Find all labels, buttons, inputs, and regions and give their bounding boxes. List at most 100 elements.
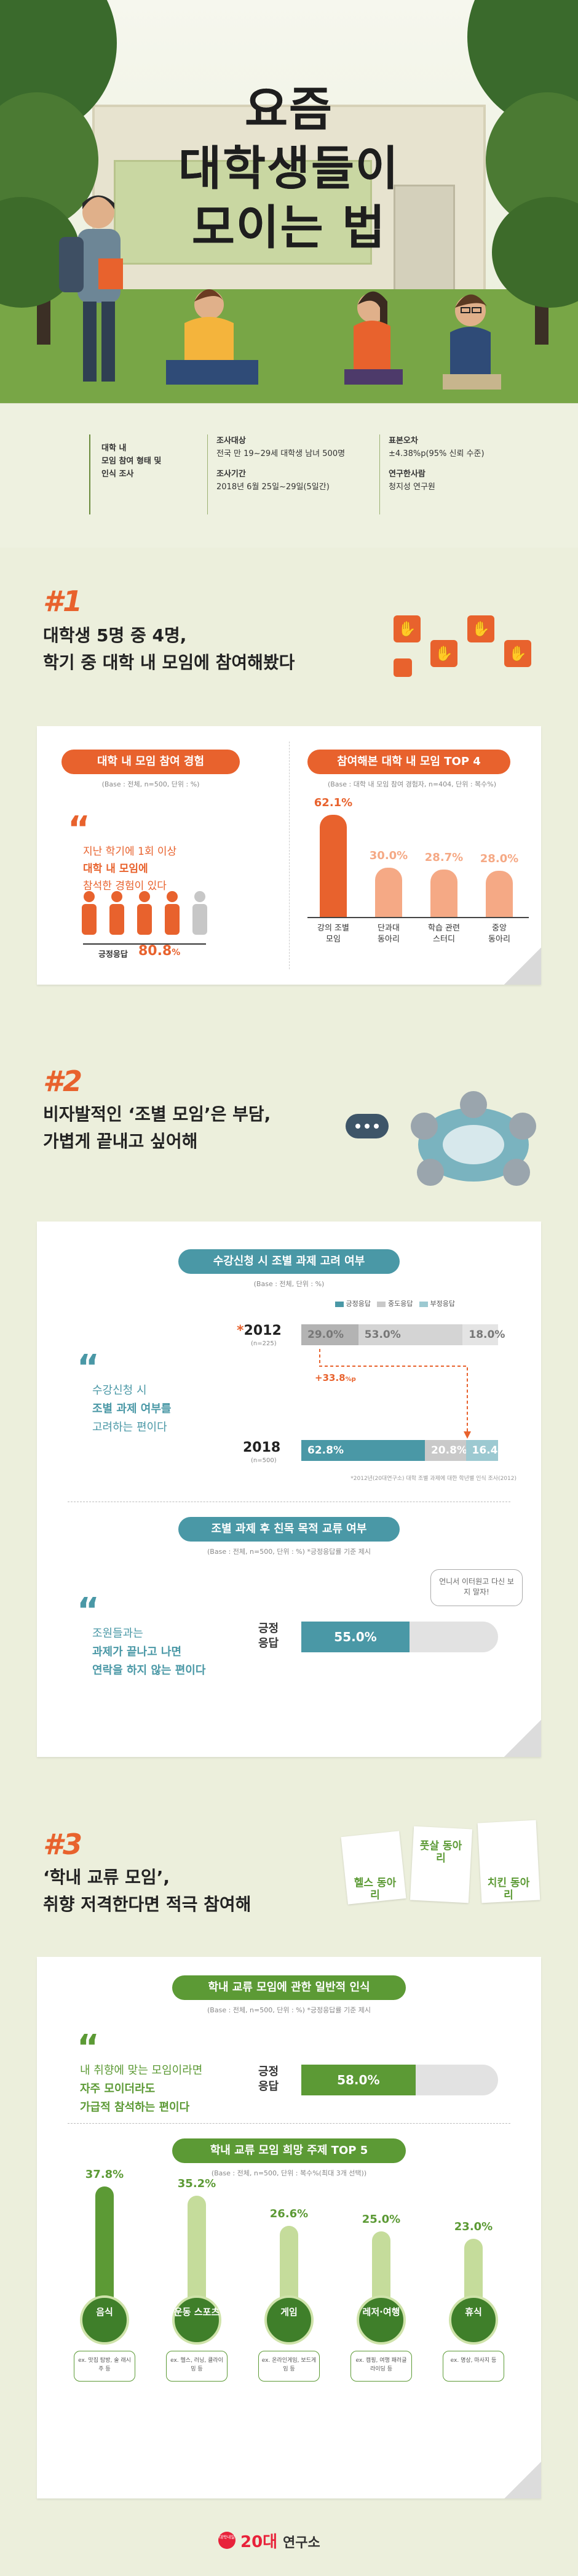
change-value: +33.8%p <box>315 1372 356 1383</box>
logo-text: 연구소 <box>283 2535 320 2551</box>
top5-category: 게임 <box>280 2306 298 2318</box>
top5-icon <box>264 2295 314 2345</box>
period-label: 조사기간 <box>216 470 246 479</box>
raised-hands-icon: ✋ ✋ ✋ ✋ <box>394 615 531 677</box>
section-2-heading-line-2: 가볍게 끝내고 싶어해 <box>43 1131 198 1151</box>
top4-category: 강의 조별 모임 <box>317 924 349 944</box>
top4-value: 28.0% <box>480 852 519 866</box>
page-title: 요즘 대학생들이 모이는 법 <box>0 80 578 257</box>
footer-logo: 대학내일 20대 연구소 <box>218 2529 366 2554</box>
s2-quote-2: 조원들과는 과제가 끝나고 나면 연락을 하지 않는 편이다 <box>92 1625 205 1680</box>
top4-category: 학습 관련 스터디 <box>428 924 460 944</box>
s2-quote-line: 조별 과제 여부를 <box>92 1402 172 1415</box>
top5-example: ex. 명상, 마사지 등 <box>443 2351 504 2382</box>
s1-right-pill: 참여해본 대학 내 모임 TOP 4 <box>307 750 510 774</box>
svg-text:✋: ✋ <box>398 620 416 638</box>
top5-category: 음식 <box>96 2306 113 2318</box>
section-3-heading-line-1: ‘학내 교류 모임’, <box>43 1867 170 1887</box>
target-value: 전국 만 19~29세 대학생 남녀 500명 <box>216 449 346 458</box>
title-line-2: 대학생들이 <box>178 141 400 196</box>
s2-quote-1: 수강신청 시 조별 과제 여부를 고려하는 편이다 <box>92 1382 171 1437</box>
top5-value: 23.0% <box>454 2220 493 2233</box>
top4-category: 중앙 동아리 <box>488 924 510 944</box>
s2-quote-line: 고려하는 편이다 <box>92 1421 167 1434</box>
researcher-label: 연구한사람 <box>389 470 426 479</box>
section-number-2: #2 <box>43 1065 83 1098</box>
error-value: ±4.38%p(95% 신뢰 수준) <box>389 449 485 458</box>
s2-footnote: *2012년(20대연구소) 대학 조별 과제에 대한 학년별 인식 조사(20… <box>350 1476 517 1482</box>
legend-positive: 긍정응답 <box>346 1300 371 1308</box>
survey-info: 대학 내 모임 참여 형태 및 인식 조사 조사대상 전국 만 19~29세 대… <box>0 403 578 548</box>
top5-icon <box>449 2295 498 2345</box>
error-label: 표본오차 <box>389 436 418 446</box>
top5-example: ex. 맛집 탐방, 술 래시주 등 <box>74 2351 135 2382</box>
club-signs: 헬스 동아리 풋살 동아리 치킨 동아리 <box>341 1820 547 1926</box>
s3-bar-value: 58.0% <box>337 2073 380 2087</box>
quote-mark-icon: “ <box>77 1591 100 1631</box>
logo-20s: 20대 <box>240 2533 278 2551</box>
sign-futsal: 풋살 동아리 <box>419 1840 462 1865</box>
s3-quote: 내 취향에 맞는 모임이라면 자주 모이더라도 가급적 참석하는 편이다 <box>80 2062 202 2117</box>
top5-example: ex. 온라인게임, 보드게임 등 <box>258 2351 320 2382</box>
s3-note-1: (Base : 전체, n=500, 단위 : %) *긍정응답률 기준 제시 <box>207 2006 371 2014</box>
sign-gym: 헬스 동아리 <box>354 1877 397 1902</box>
students-illustration <box>59 195 501 390</box>
top5-value: 25.0% <box>362 2213 401 2226</box>
top4-value: 28.7% <box>424 851 464 865</box>
legend-neutral: 중도응답 <box>387 1300 413 1308</box>
svg-text:✋: ✋ <box>509 645 527 662</box>
bar-2012: 29.0% 53.0% 18.0% <box>301 1324 505 1345</box>
s3-bar-label: 긍정 응답 <box>258 2065 279 2094</box>
s2-legend: 긍정응답 중도응답 부정응답 <box>335 1298 501 1311</box>
logo-small: 대학내일 <box>219 2535 235 2540</box>
title-line-3: 모이는 법 <box>191 200 387 255</box>
year-2012-label: *2012 <box>237 1323 282 1338</box>
s2-bar-fill: 55.0% <box>301 1622 410 1652</box>
s1-stat-unit: % <box>172 948 181 958</box>
title-line-1: 요즘 <box>245 82 333 137</box>
section-1-heading-line-2: 학기 중 대학 내 모임에 참여해봤다 <box>43 652 295 673</box>
legend-negative: 부정응답 <box>430 1300 455 1308</box>
top5-category: 운동 스포츠 <box>173 2306 220 2318</box>
top5-example: ex. 헬스, 러닝, 클라이밍 등 <box>166 2351 228 2382</box>
s3-note-2: (Base : 전체, n=500, 단위 : 복수%(최대 3개 선택)) <box>211 2169 367 2177</box>
top5-value: 35.2% <box>177 2177 216 2190</box>
s3-bar-label-1: 긍정 <box>258 2065 279 2078</box>
year-2018: 2018 <box>243 1440 281 1455</box>
year-2012-mark: * <box>237 1323 244 1338</box>
hero-banner: 요즘 대학생들이 모이는 법 <box>0 0 578 403</box>
s1-quote-line: 참석한 경험이 있다 <box>83 880 167 892</box>
building-door <box>394 185 455 302</box>
top5-icon <box>357 2295 406 2345</box>
section-2-card <box>37 1222 541 1757</box>
s2-bar-value: 55.0% <box>334 1630 377 1644</box>
top4-value: 30.0% <box>369 849 408 862</box>
s1-stat: 80.8% <box>138 943 180 959</box>
top4-category: 단과대 동아리 <box>378 924 400 944</box>
section-2-heading-line-1: 비자발적인 ‘조별 모임’은 부담, <box>43 1104 271 1124</box>
s1-quote-line: 대학 내 모임에 <box>83 863 148 875</box>
section-3-heading-line-2: 취향 저격한다면 적극 참여해 <box>43 1894 251 1914</box>
change-arrow <box>319 1349 471 1439</box>
top5-icon <box>172 2295 221 2345</box>
s2-note-2: (Base : 전체, n=500, 단위 : %) *긍정응답률 기준 제시 <box>207 1548 371 1556</box>
change-diff: +33.8 <box>315 1372 346 1383</box>
s3-quote-line: 가급적 참석하는 편이다 <box>80 2101 190 2114</box>
survey-topic-line: 인식 조사 <box>101 470 134 479</box>
stack-segment: 53.0% <box>358 1324 463 1345</box>
quote-mark-icon: “ <box>77 2028 100 2068</box>
s2-bar-label: 긍정 응답 <box>258 1622 279 1651</box>
group-meeting-icon <box>346 1091 536 1186</box>
top5-category: 휴식 <box>465 2306 482 2318</box>
stack-segment: 16.4% <box>465 1440 509 1461</box>
svg-text:✋: ✋ <box>435 645 453 662</box>
s2-quote-line: 조원들과는 <box>92 1627 143 1640</box>
top4-bar <box>486 871 513 917</box>
s3-pill-2: 학내 교류 모임 희망 주제 TOP 5 <box>172 2138 406 2163</box>
top4-value: 62.1% <box>314 796 353 810</box>
s1-quote: 지난 학기에 1회 이상 대학 내 모임에 참석한 경험이 있다 <box>83 843 176 895</box>
year-2012: 2012 <box>243 1323 282 1338</box>
s3-bar-label-2: 응답 <box>258 2080 279 2093</box>
top5-example: ex. 캠핑, 여행 패러글라이딩 등 <box>350 2351 412 2382</box>
stack-segment: 20.8% <box>424 1440 467 1461</box>
